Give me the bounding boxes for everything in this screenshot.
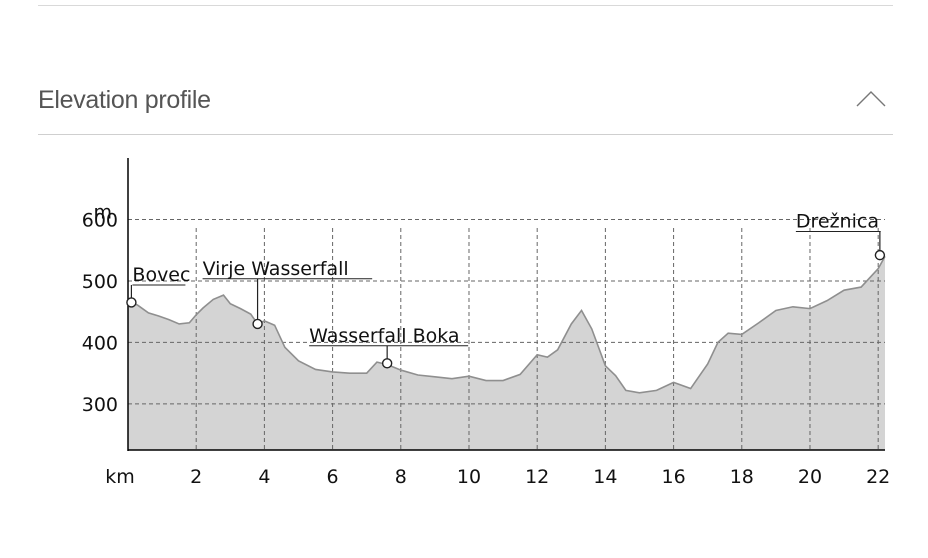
annotation-wasserfall-boka-label: Wasserfall Boka xyxy=(309,325,459,347)
y-tick-label-500: 500 xyxy=(82,271,118,293)
chevron-up-icon[interactable] xyxy=(855,88,887,108)
x-tick-label-16: 16 xyxy=(661,466,685,488)
elevation-chart: m 300 400 500 600 km 2 4 6 8 10 12 14 16 18 20 22 Bovec Vi… xyxy=(0,140,928,500)
y-unit-label: m xyxy=(93,201,112,223)
elevation-area xyxy=(128,256,885,450)
x-tick-label-14: 14 xyxy=(593,466,617,488)
x-tick-label-2: 2 xyxy=(190,466,202,488)
x-tick-label-4: 4 xyxy=(258,466,270,488)
y-tick-label-400: 400 xyxy=(82,332,118,354)
annotation-dre-nica-label: Drežnica xyxy=(796,210,879,232)
x-unit-label: km xyxy=(105,466,135,488)
x-tick-label-8: 8 xyxy=(395,466,407,488)
annotation-virje-wasserfall-marker xyxy=(252,318,263,330)
x-tick-label-22: 22 xyxy=(866,466,890,488)
top-divider xyxy=(38,5,893,6)
annotation-bovec-marker xyxy=(126,297,137,308)
elevation-chart-svg: m 300 400 500 600 km 2 4 6 8 10 12 14 16 18 20 22 Bovec Vi… xyxy=(82,158,890,488)
x-tick-label-20: 20 xyxy=(798,466,822,488)
y-tick-label-300: 300 xyxy=(82,394,118,416)
x-tick-label-18: 18 xyxy=(730,466,754,488)
x-tick-label-10: 10 xyxy=(457,466,481,488)
x-tick-label-6: 6 xyxy=(327,466,339,488)
annotation-bovec-label: Bovec xyxy=(132,264,190,286)
annotation-wasserfall-boka-marker xyxy=(381,358,393,369)
section-title: Elevation profile xyxy=(38,86,211,114)
x-tick-label-12: 12 xyxy=(525,466,549,488)
annotation-dre-nica-marker xyxy=(874,249,886,261)
elevation-line xyxy=(127,255,886,394)
y-tick-label-600: 600 xyxy=(82,209,118,231)
elevation-profile-header[interactable]: Elevation profile xyxy=(38,72,893,135)
annotation-virje-wasserfall-label: Virje Wasserfall xyxy=(203,258,349,280)
